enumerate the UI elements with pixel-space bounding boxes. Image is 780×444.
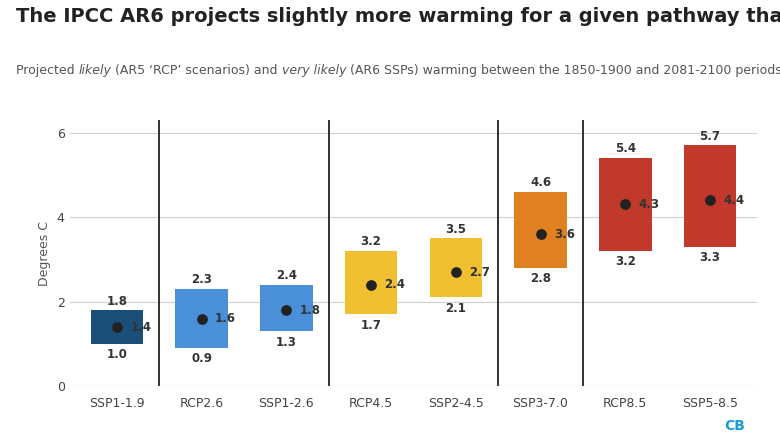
Text: (AR5 ‘RCP’ scenarios) and: (AR5 ‘RCP’ scenarios) and — [111, 64, 282, 77]
Bar — [176, 289, 228, 348]
Text: CB: CB — [724, 419, 745, 433]
Text: 4.3: 4.3 — [639, 198, 660, 211]
Text: 1.6: 1.6 — [215, 312, 236, 325]
Text: 3.5: 3.5 — [445, 223, 466, 236]
Text: 5.7: 5.7 — [700, 130, 721, 143]
Bar — [430, 238, 482, 297]
Point — [365, 281, 378, 288]
Text: (AR6 SSPs) warming between the 1850-1900 and 2081-2100 periods: (AR6 SSPs) warming between the 1850-1900… — [346, 64, 780, 77]
Point — [280, 307, 292, 314]
Text: Projected: Projected — [16, 64, 78, 77]
Text: 1.8: 1.8 — [106, 295, 127, 308]
Bar — [599, 158, 651, 251]
Text: 2.7: 2.7 — [470, 266, 490, 278]
Text: 1.8: 1.8 — [300, 304, 321, 317]
Bar — [90, 310, 143, 344]
Y-axis label: Degrees C: Degrees C — [38, 221, 51, 285]
Point — [704, 197, 716, 204]
Bar — [684, 145, 736, 247]
Point — [449, 269, 462, 276]
Point — [534, 230, 547, 238]
Text: 2.1: 2.1 — [445, 302, 466, 315]
Text: 3.6: 3.6 — [554, 228, 575, 241]
Text: likely: likely — [78, 64, 111, 77]
Bar — [345, 251, 397, 314]
Text: 3.2: 3.2 — [360, 235, 381, 249]
Text: 5.4: 5.4 — [615, 143, 636, 155]
Point — [111, 324, 123, 331]
Text: 4.4: 4.4 — [724, 194, 745, 207]
Text: 4.6: 4.6 — [530, 176, 551, 189]
Text: 1.7: 1.7 — [360, 319, 381, 332]
Text: 1.4: 1.4 — [130, 321, 151, 333]
Text: 1.0: 1.0 — [106, 348, 127, 361]
Text: 2.8: 2.8 — [530, 272, 551, 285]
Text: The IPCC AR6 projects slightly more warming for a given pathway than AR5: The IPCC AR6 projects slightly more warm… — [16, 7, 780, 26]
Bar — [260, 285, 313, 331]
Point — [195, 315, 207, 322]
Text: 1.3: 1.3 — [276, 336, 296, 349]
Text: 2.4: 2.4 — [276, 269, 296, 282]
Text: 0.9: 0.9 — [191, 353, 212, 365]
Bar — [514, 192, 567, 268]
Text: 3.3: 3.3 — [700, 251, 721, 264]
Text: 3.2: 3.2 — [615, 255, 636, 268]
Text: 2.4: 2.4 — [385, 278, 406, 291]
Point — [619, 201, 632, 208]
Text: 2.3: 2.3 — [191, 274, 212, 286]
Text: very likely: very likely — [282, 64, 346, 77]
